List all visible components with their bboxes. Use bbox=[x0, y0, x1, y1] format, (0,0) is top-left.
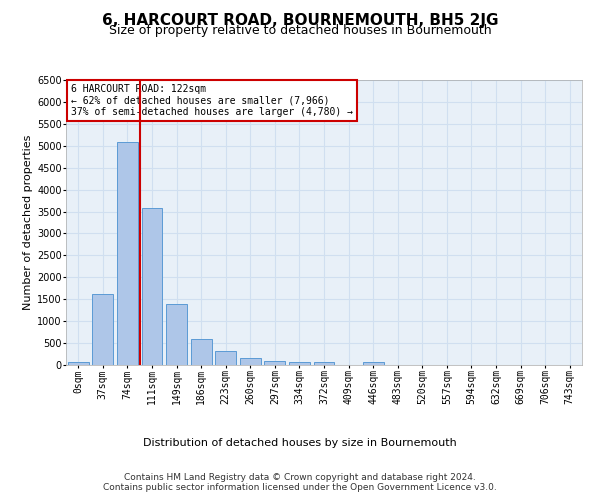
Text: Size of property relative to detached houses in Bournemouth: Size of property relative to detached ho… bbox=[109, 24, 491, 37]
Bar bbox=[240, 358, 261, 365]
Bar bbox=[92, 294, 113, 365]
Bar bbox=[265, 360, 286, 365]
Text: 6 HARCOURT ROAD: 122sqm
← 62% of detached houses are smaller (7,966)
37% of semi: 6 HARCOURT ROAD: 122sqm ← 62% of detache… bbox=[71, 84, 353, 117]
Bar bbox=[215, 352, 236, 365]
Bar bbox=[68, 362, 89, 365]
Bar bbox=[362, 362, 383, 365]
Text: 6, HARCOURT ROAD, BOURNEMOUTH, BH5 2JG: 6, HARCOURT ROAD, BOURNEMOUTH, BH5 2JG bbox=[102, 12, 498, 28]
Y-axis label: Number of detached properties: Number of detached properties bbox=[23, 135, 33, 310]
Text: Contains public sector information licensed under the Open Government Licence v3: Contains public sector information licen… bbox=[103, 482, 497, 492]
Bar bbox=[117, 142, 138, 365]
Bar bbox=[289, 362, 310, 365]
Text: Contains HM Land Registry data © Crown copyright and database right 2024.: Contains HM Land Registry data © Crown c… bbox=[124, 472, 476, 482]
Text: Distribution of detached houses by size in Bournemouth: Distribution of detached houses by size … bbox=[143, 438, 457, 448]
Bar bbox=[142, 208, 163, 365]
Bar bbox=[314, 362, 334, 365]
Bar bbox=[166, 304, 187, 365]
Bar bbox=[191, 338, 212, 365]
